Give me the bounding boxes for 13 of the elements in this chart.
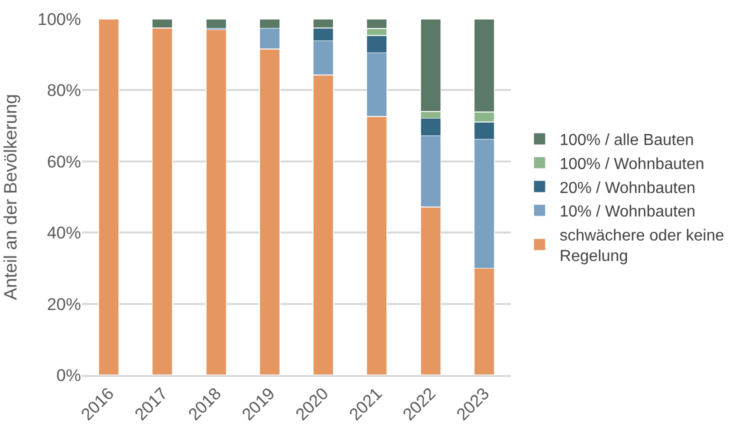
legend-label: schwächere oder keine Regelung (560, 227, 724, 266)
y-tick-label: 0% (56, 366, 81, 385)
y-tick-label: 80% (46, 81, 81, 100)
y-tick-label: 40% (46, 224, 81, 243)
y-axis-title: Anteil an der Bevölkerung (0, 94, 21, 300)
bar (98, 19, 120, 375)
legend-label: 100% / Wohnbauten (560, 156, 704, 173)
y-tick-label: 20% (46, 294, 81, 314)
legend-label: 10% / Wohnbauten (560, 204, 696, 221)
y-tick-label: 60% (46, 152, 81, 172)
legend-label: 20% / Wohnbauten (560, 180, 696, 197)
y-tick-label: 100% (38, 10, 81, 29)
legend-label: 100% / alle Bauten (560, 132, 694, 150)
